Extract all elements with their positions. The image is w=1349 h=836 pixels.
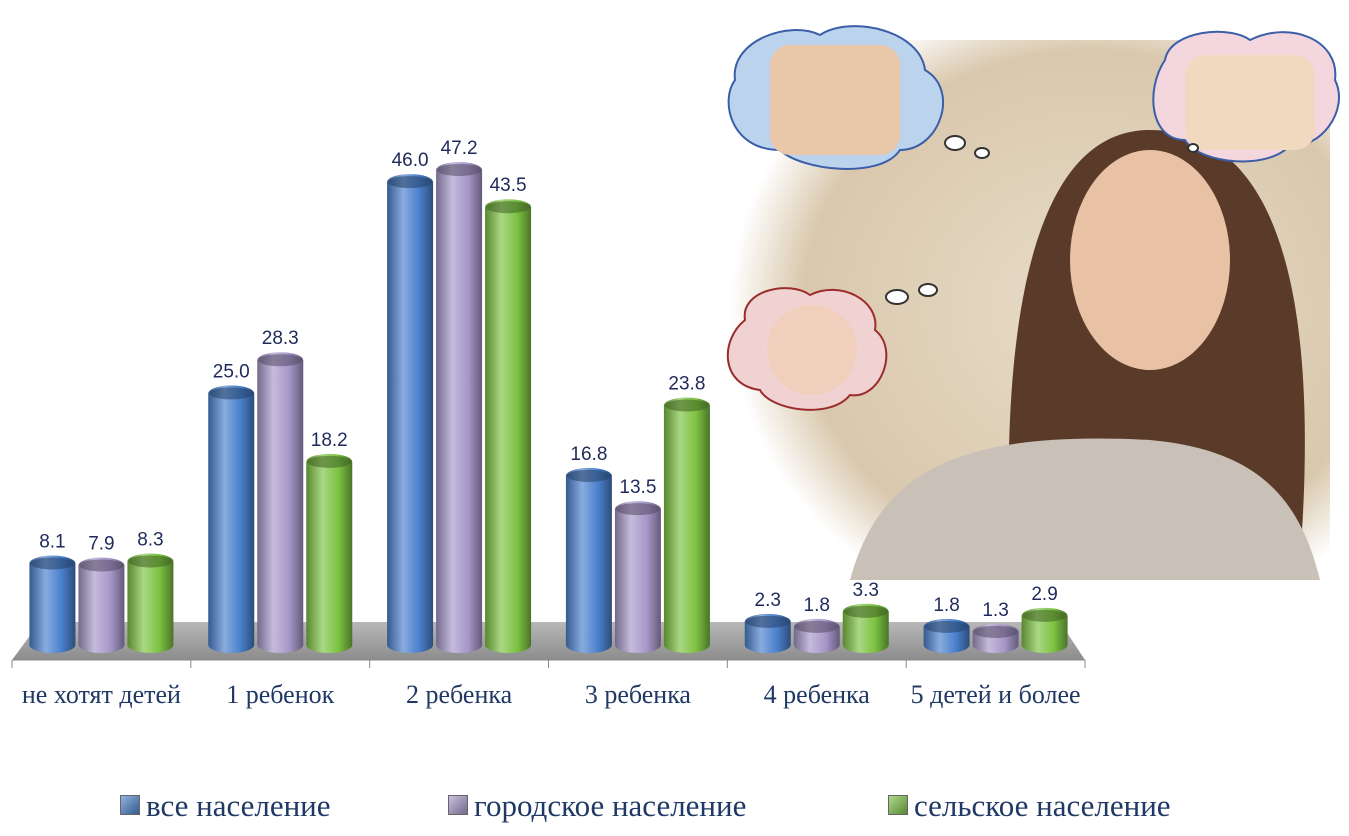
value-label: 46.0 <box>392 150 429 171</box>
value-label: 7.9 <box>88 533 114 554</box>
legend-swatch <box>448 795 468 815</box>
x-tick-label: 5 детей и более <box>911 678 1081 712</box>
x-tick-label: 4 ребенка <box>732 678 902 712</box>
x-tick-label: 3 ребенка <box>553 678 723 712</box>
bar-top <box>746 616 790 628</box>
bar <box>208 385 254 653</box>
legend-label: все население <box>146 788 331 823</box>
bar-top <box>1023 610 1067 622</box>
illustration <box>728 26 1339 580</box>
bar <box>566 468 612 653</box>
bar <box>615 501 661 653</box>
value-label: 1.3 <box>982 600 1008 621</box>
bar <box>436 162 482 653</box>
value-label: 8.3 <box>137 529 163 550</box>
legend-item: сельское население <box>888 788 1171 824</box>
bar-top <box>388 176 432 188</box>
value-label: 8.1 <box>39 531 65 552</box>
legend-label: сельское население <box>914 788 1171 823</box>
bar-top <box>795 621 839 633</box>
bar-top <box>925 621 969 633</box>
bar <box>29 555 75 653</box>
x-tick-label: 2 ребенка <box>374 678 544 712</box>
bar-top <box>437 164 481 176</box>
bar-top <box>974 626 1018 638</box>
value-label: 1.8 <box>804 595 830 616</box>
bar-top <box>209 387 253 399</box>
legend-item: все население <box>120 788 331 824</box>
bar-top <box>258 354 302 366</box>
value-label: 16.8 <box>570 444 607 465</box>
bar-top <box>486 201 530 213</box>
x-tick-label: 1 ребенок <box>195 678 365 712</box>
bar-top <box>128 555 172 567</box>
value-label: 2.3 <box>755 590 781 611</box>
page: 8.1 7.9 8.3 25.0 28.3 18.2 46.0 47.2 43.5 16.8 13.… <box>0 0 1349 836</box>
value-label: 28.3 <box>262 328 299 349</box>
legend-swatch <box>120 795 140 815</box>
value-label: 25.0 <box>213 361 250 382</box>
bar <box>257 352 303 653</box>
bar-top <box>307 456 351 468</box>
bar-top <box>30 557 74 569</box>
bar-top <box>616 503 660 515</box>
value-label: 13.5 <box>619 477 656 498</box>
bar <box>664 397 710 653</box>
value-label: 47.2 <box>441 138 478 159</box>
bar-top <box>844 606 888 618</box>
bar <box>127 553 173 653</box>
value-label: 23.8 <box>668 373 705 394</box>
legend-label: городское население <box>474 788 746 823</box>
value-label: 43.5 <box>490 175 527 196</box>
x-tick-label: не хотят детей <box>16 678 186 712</box>
bar-top <box>665 399 709 411</box>
value-label: 18.2 <box>311 430 348 451</box>
bar-top <box>79 559 123 571</box>
bar <box>306 454 352 653</box>
bar <box>485 199 531 653</box>
bar-top <box>567 470 611 482</box>
bar <box>78 557 124 653</box>
value-label: 2.9 <box>1031 584 1057 605</box>
bar <box>387 174 433 653</box>
value-label: 3.3 <box>853 580 879 601</box>
value-label: 1.8 <box>933 595 959 616</box>
legend-item: городское население <box>448 788 746 824</box>
legend-swatch <box>888 795 908 815</box>
